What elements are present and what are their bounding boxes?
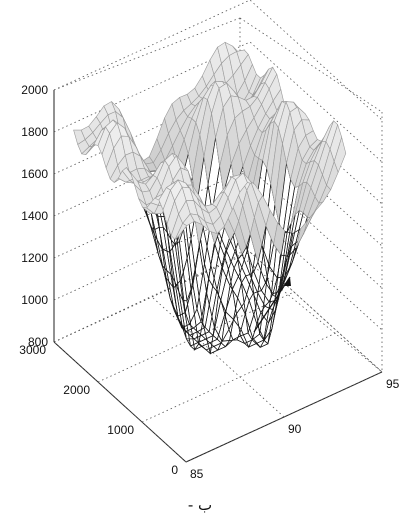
floor-gridlines	[53, 251, 383, 463]
z-tick-labels: 800 1000 1200 1400 1600 1800 2000	[21, 83, 48, 349]
y-axis-line	[53, 341, 187, 463]
back-wall-edge-left	[53, 17, 241, 91]
y-tick-label: 2000	[63, 383, 90, 397]
arrow-head	[283, 277, 291, 286]
floor-gridline-x	[151, 296, 285, 418]
x-tick-label: 85	[190, 467, 204, 481]
z-tick-label: 1600	[21, 167, 48, 181]
back-wall-edge-top	[239, 17, 383, 113]
annotation-arrow	[253, 276, 291, 333]
surface-mesh	[73, 41, 347, 355]
floor-back-left	[53, 254, 241, 343]
y-tick-labels: 0 1000 2000 3000	[19, 343, 178, 477]
x-tick-label: 95	[386, 377, 400, 391]
surface-patch	[333, 136, 347, 174]
floor-back-right	[239, 254, 383, 373]
surface-patch	[291, 232, 305, 263]
surface-patch	[174, 240, 188, 302]
z-tick-label: 1400	[21, 209, 48, 223]
z-tick-label: 1800	[21, 125, 48, 139]
surface-patch	[236, 328, 250, 348]
floor-gridline-x	[249, 251, 383, 373]
arrow-shaft	[253, 276, 291, 333]
surface-patch	[192, 321, 206, 333]
y-tick-label: 1000	[107, 423, 134, 437]
surface-patch	[233, 296, 246, 331]
surface-patch	[216, 312, 230, 344]
floor-gridline-x	[53, 341, 187, 463]
x-tick-labels: 85 90 95	[190, 377, 400, 481]
figure-caption: ب -	[188, 496, 212, 514]
z-tick-label: 1200	[21, 251, 48, 265]
z-tick-label: 1000	[21, 293, 48, 307]
x-tick-label: 90	[288, 422, 302, 436]
y-tick-label: 0	[171, 463, 178, 477]
z-tick-label: 800	[28, 335, 48, 349]
y-tick-label: 3000	[19, 343, 46, 357]
z-tick-label: 2000	[21, 83, 48, 97]
